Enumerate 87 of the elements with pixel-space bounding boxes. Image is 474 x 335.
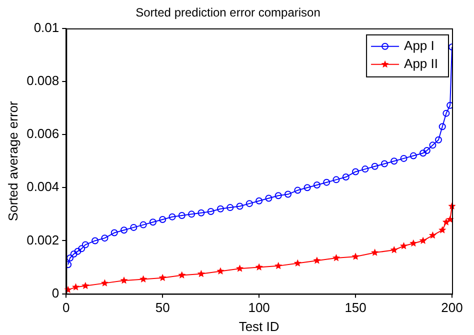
point: [313, 181, 320, 188]
point: [78, 245, 86, 252]
point: [410, 239, 418, 247]
point: [420, 150, 427, 157]
point: [423, 146, 430, 154]
x-axis-title: Test ID: [238, 318, 280, 334]
point: [332, 254, 340, 262]
point: [207, 208, 214, 216]
point: [362, 166, 369, 173]
point: [390, 158, 398, 165]
point: [120, 226, 128, 234]
point: [226, 204, 234, 212]
point: [371, 162, 378, 170]
point: [352, 252, 360, 260]
legend-label: App I: [404, 38, 434, 53]
point: [120, 276, 128, 284]
point: [110, 229, 118, 236]
point: [400, 154, 408, 162]
point: [92, 237, 99, 244]
point: [323, 178, 330, 186]
x-tick-label: 150: [344, 300, 366, 316]
point: [442, 218, 450, 226]
point: [140, 275, 148, 282]
y-axis-title: Sorted average error: [5, 100, 20, 222]
point: [236, 264, 244, 272]
point: [256, 197, 263, 204]
point: [178, 271, 186, 278]
y-tick-label: 0.008: [26, 73, 60, 88]
x-tick-label: 50: [155, 300, 170, 316]
point: [70, 250, 78, 258]
point: [140, 221, 147, 228]
point: [410, 152, 417, 160]
point: [294, 259, 302, 267]
point: [400, 242, 408, 250]
point: [72, 283, 80, 290]
point: [419, 236, 427, 244]
point: [188, 210, 196, 218]
point: [438, 226, 446, 234]
point: [168, 213, 176, 220]
point: [236, 202, 244, 210]
point: [216, 205, 224, 212]
x-tick-label: 100: [248, 300, 270, 316]
point: [74, 248, 82, 255]
y-tick-label: 0: [52, 285, 60, 300]
point: [371, 248, 379, 256]
point: [294, 186, 302, 194]
point: [429, 142, 436, 149]
point: [159, 216, 166, 223]
point: [313, 256, 321, 264]
point: [265, 194, 272, 202]
point: [380, 160, 388, 168]
point: [246, 200, 253, 208]
legend-label: App II: [404, 56, 438, 71]
point: [100, 279, 109, 286]
point: [149, 218, 156, 226]
y-tick-label: 0.006: [26, 126, 60, 142]
x-tick-label: 200: [441, 300, 463, 316]
point: [82, 241, 89, 248]
point: [274, 262, 282, 270]
chart-title: Sorted prediction error comparison: [136, 6, 320, 20]
point: [352, 168, 360, 176]
point: [66, 261, 72, 268]
x-tick-label: 0: [62, 300, 70, 316]
y-tick-label: 0.004: [26, 179, 60, 194]
point: [197, 270, 205, 278]
point: [304, 184, 311, 192]
point: [101, 234, 108, 242]
point: [438, 123, 446, 130]
point: [446, 215, 454, 223]
y-tick-label: 0.002: [26, 232, 60, 248]
point: [274, 192, 282, 200]
point: [428, 231, 437, 239]
point: [178, 212, 186, 220]
point: [284, 190, 292, 198]
y-tick-label: 0.01: [34, 20, 60, 35]
point: [198, 209, 205, 216]
point: [255, 263, 263, 270]
point: [342, 174, 350, 181]
point: [66, 254, 74, 262]
point: [158, 274, 166, 282]
point: [434, 136, 442, 144]
point: [216, 267, 224, 274]
point: [82, 282, 90, 290]
point: [390, 246, 398, 254]
point: [332, 176, 340, 184]
point: [442, 110, 450, 117]
point: [130, 224, 138, 231]
